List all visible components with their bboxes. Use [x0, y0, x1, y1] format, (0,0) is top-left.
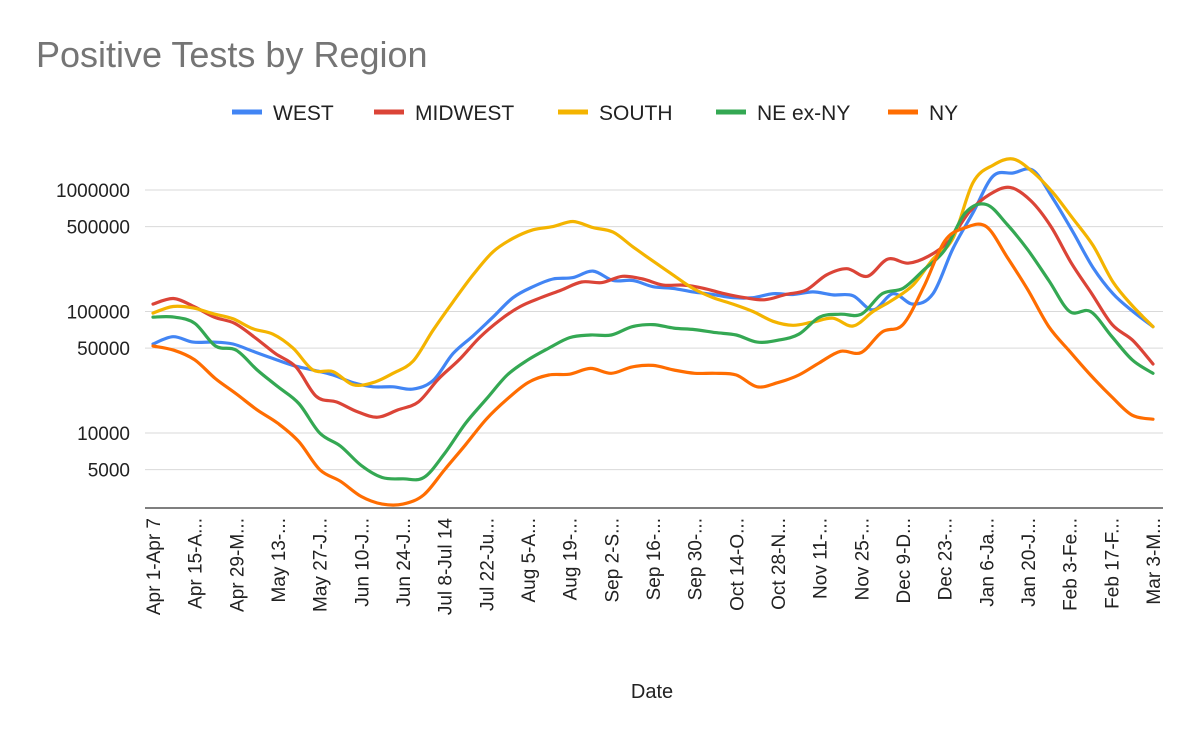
- x-tick-label: Jul 22-Ju...: [477, 518, 498, 611]
- x-tick-label: Apr 1-Apr 7: [144, 518, 165, 615]
- y-tick-label: 1000000: [56, 181, 130, 202]
- series-line-midwest: [151, 185, 1155, 419]
- legend-label: NY: [929, 102, 958, 125]
- y-axis-ticks: 5000 10000 50000 100000 500000 1000000: [56, 181, 130, 482]
- x-tick-label: Oct 14-O...: [727, 518, 748, 611]
- x-tick-label: Jun 10-J...: [352, 518, 373, 607]
- series-line-ny: [151, 222, 1155, 507]
- x-tick-label: Dec 23-...: [936, 518, 957, 600]
- gridlines: [145, 189, 1163, 509]
- x-tick-label: Sep 30-...: [686, 518, 707, 600]
- x-tick-label: Apr 29-M...: [227, 518, 248, 612]
- series-line-west: [151, 167, 1155, 391]
- series-line-south: [151, 157, 1155, 387]
- legend: WEST MIDWEST SOUTH NE ex-NY NY: [232, 102, 958, 125]
- legend-label: SOUTH: [599, 102, 673, 125]
- x-axis-title: Date: [631, 681, 673, 703]
- x-tick-label: May 13-...: [269, 518, 290, 602]
- y-tick-label: 5000: [88, 461, 130, 482]
- legend-label: WEST: [273, 102, 334, 125]
- x-tick-label: Jan 20-J...: [1019, 518, 1040, 607]
- x-tick-label: May 27-J...: [311, 518, 332, 612]
- legend-label: NE ex-NY: [757, 102, 850, 125]
- x-axis-ticks: Apr 1-Apr 7 Apr 15-A... Apr 29-M... May 13-…: [144, 518, 1165, 616]
- x-tick-label: Jul 8-Jul 14: [436, 518, 457, 616]
- x-tick-label: Dec 9-D...: [894, 518, 915, 604]
- x-tick-label: Feb 3-Fe...: [1061, 518, 1082, 611]
- x-tick-label: Jan 6-Ja...: [977, 518, 998, 607]
- y-tick-label: 100000: [67, 303, 130, 324]
- x-tick-label: Feb 17-F...: [1102, 518, 1123, 609]
- y-tick-label: 50000: [77, 339, 130, 360]
- x-tick-label: Sep 2-S...: [602, 518, 623, 603]
- x-tick-label: Nov 11-...: [811, 518, 832, 599]
- x-tick-label: Aug 5-A...: [519, 518, 540, 603]
- chart-title: Positive Tests by Region: [36, 34, 428, 75]
- y-tick-label: 10000: [77, 424, 130, 445]
- x-tick-label: Oct 28-N...: [769, 518, 790, 610]
- x-tick-label: Nov 25-...: [852, 518, 873, 600]
- x-tick-label: Mar 3-M...: [1144, 518, 1165, 605]
- series-lines: [151, 157, 1155, 507]
- x-tick-label: Jun 24-J...: [394, 518, 415, 607]
- x-tick-label: Apr 15-A...: [186, 518, 207, 609]
- x-tick-label: Sep 16-...: [644, 518, 665, 600]
- y-tick-label: 500000: [67, 218, 130, 239]
- series-line-ne-ex-ny: [151, 202, 1155, 482]
- x-tick-label: Aug 19-...: [561, 518, 582, 600]
- legend-label: MIDWEST: [415, 102, 514, 125]
